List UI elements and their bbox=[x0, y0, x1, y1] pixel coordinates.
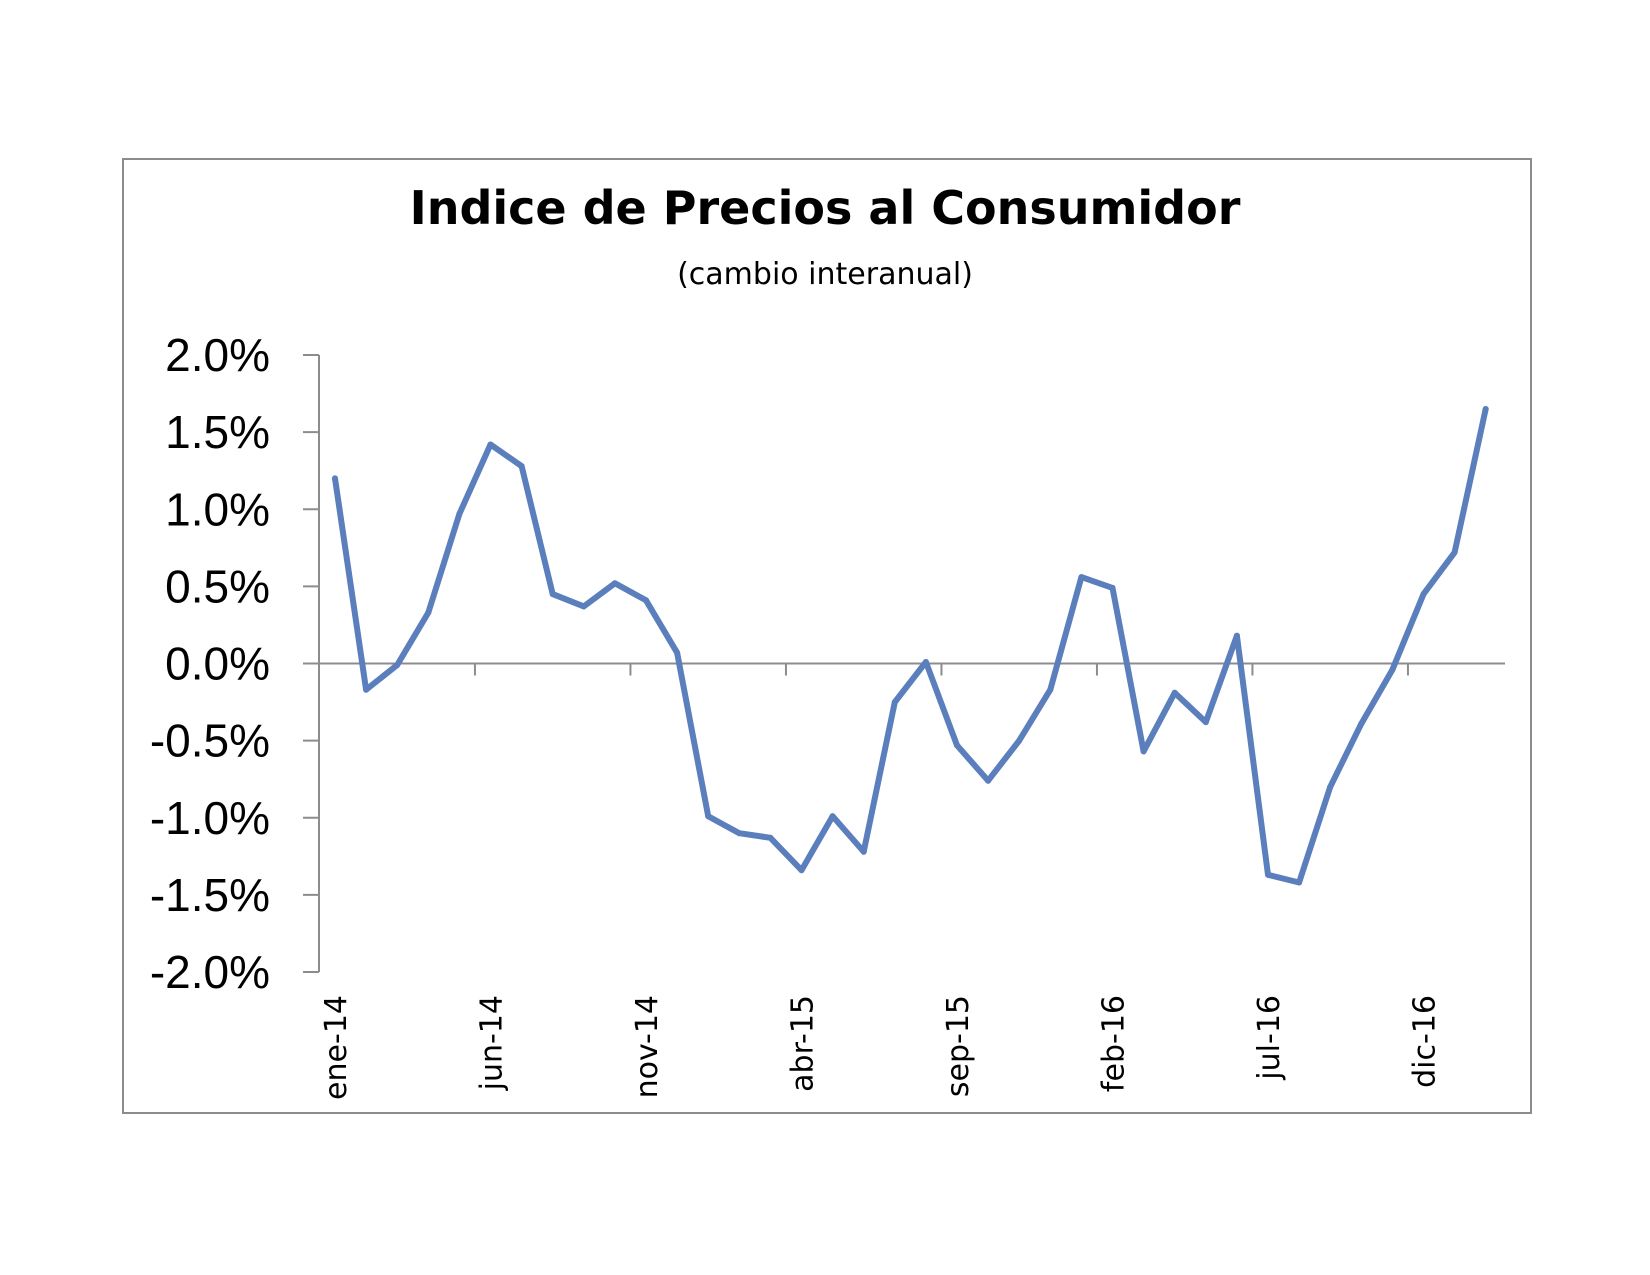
data-point bbox=[891, 699, 898, 706]
x-tick-label: dic-16 bbox=[1408, 995, 1443, 1088]
data-point bbox=[1389, 666, 1396, 673]
data-point bbox=[736, 830, 743, 837]
data-point bbox=[1109, 584, 1116, 591]
y-tick-label: 1.0% bbox=[165, 483, 270, 535]
x-tick-label: feb-16 bbox=[1097, 995, 1132, 1092]
y-tick-label: 1.5% bbox=[165, 406, 270, 458]
data-point bbox=[767, 834, 774, 841]
y-tick-label: 0.5% bbox=[165, 560, 270, 612]
x-tick-label: sep-15 bbox=[941, 995, 976, 1097]
y-tick-label: -1.0% bbox=[150, 792, 270, 844]
x-tick-label: jul-16 bbox=[1252, 995, 1287, 1081]
x-axis bbox=[319, 662, 1505, 676]
data-point bbox=[1327, 783, 1334, 790]
y-tick-label: 2.0% bbox=[165, 329, 270, 381]
chart-title: Indice de Precios al Consumidor bbox=[409, 181, 1241, 235]
data-point bbox=[394, 662, 401, 668]
x-tick-label: ene-14 bbox=[319, 995, 354, 1100]
data-point bbox=[580, 603, 587, 610]
data-point bbox=[1140, 748, 1147, 755]
series-line bbox=[332, 406, 1489, 886]
data-point bbox=[1420, 591, 1427, 598]
y-tick-label: -1.5% bbox=[150, 869, 270, 921]
y-tick-label: -2.0% bbox=[150, 946, 270, 998]
data-point bbox=[674, 649, 681, 656]
y-tick-label: -0.5% bbox=[150, 715, 270, 767]
data-point bbox=[549, 591, 556, 598]
data-point bbox=[332, 475, 338, 482]
data-point bbox=[1296, 879, 1303, 886]
data-point bbox=[1233, 632, 1240, 639]
data-point bbox=[922, 659, 929, 665]
x-tick-label: jun-14 bbox=[475, 995, 510, 1091]
data-point bbox=[1482, 406, 1489, 412]
data-point bbox=[860, 848, 867, 855]
data-point bbox=[1358, 720, 1365, 727]
data-point bbox=[1016, 737, 1023, 744]
series-group bbox=[332, 406, 1489, 886]
data-point bbox=[1451, 549, 1458, 556]
data-point bbox=[1047, 686, 1054, 693]
data-point bbox=[1078, 574, 1085, 581]
data-point bbox=[643, 597, 649, 604]
data-point bbox=[611, 580, 618, 587]
data-point bbox=[456, 510, 463, 517]
data-point bbox=[1265, 871, 1271, 878]
chart-subtitle: (cambio interanual) bbox=[677, 257, 973, 292]
data-point bbox=[954, 742, 960, 749]
x-tick-label: nov-14 bbox=[630, 995, 665, 1098]
data-point bbox=[363, 686, 370, 693]
data-point bbox=[985, 777, 992, 784]
data-point bbox=[705, 813, 712, 820]
data-point bbox=[487, 441, 494, 448]
data-point bbox=[1171, 689, 1178, 696]
y-tick-label: 0.0% bbox=[165, 638, 270, 690]
data-point bbox=[425, 609, 432, 616]
x-tick-label: abr-15 bbox=[786, 995, 821, 1092]
data-point bbox=[1202, 719, 1209, 726]
data-point bbox=[518, 463, 525, 470]
data-point bbox=[798, 867, 805, 874]
tick-labels: 2.0% 1.5% 1.0% 0.5% 0.0% -0.5% -1.0% -1.5% -2.0%… bbox=[150, 329, 1443, 1100]
y-axis bbox=[303, 354, 320, 973]
data-point bbox=[829, 813, 836, 820]
